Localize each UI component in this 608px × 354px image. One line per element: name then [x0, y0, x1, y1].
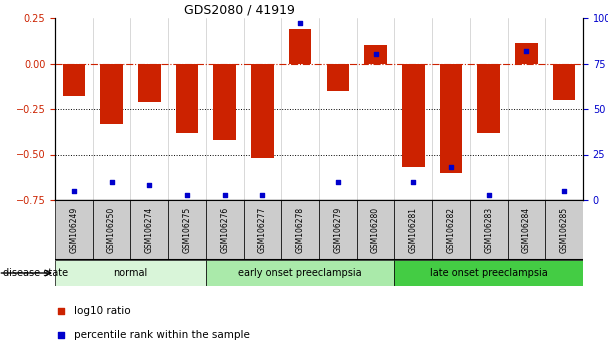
Text: GSM106284: GSM106284	[522, 207, 531, 253]
Text: GSM106285: GSM106285	[559, 207, 568, 253]
Bar	[357, 200, 395, 260]
Bar	[402, 63, 424, 167]
Bar	[282, 200, 319, 260]
Bar	[92, 200, 131, 260]
Text: GSM106275: GSM106275	[182, 207, 192, 253]
Point	[258, 192, 268, 198]
Bar	[364, 45, 387, 63]
Point	[371, 52, 381, 57]
Point	[333, 179, 343, 185]
Bar	[206, 200, 244, 260]
Text: late onset preeclampsia: late onset preeclampsia	[430, 268, 548, 278]
Bar	[213, 63, 236, 140]
Text: log10 ratio: log10 ratio	[74, 307, 131, 316]
Point	[107, 179, 117, 185]
Bar	[432, 200, 470, 260]
Point	[295, 21, 305, 26]
Bar	[138, 63, 161, 102]
Bar	[395, 200, 432, 260]
Bar	[131, 200, 168, 260]
Text: GSM106249: GSM106249	[69, 207, 78, 253]
Point	[522, 48, 531, 53]
Point	[220, 192, 230, 198]
Bar	[100, 63, 123, 124]
Bar	[168, 200, 206, 260]
Bar	[55, 260, 206, 286]
Bar	[440, 63, 462, 173]
Bar	[289, 29, 311, 63]
Bar	[508, 200, 545, 260]
Text: early onset preeclampsia: early onset preeclampsia	[238, 268, 362, 278]
Point	[446, 164, 456, 170]
Bar	[206, 260, 395, 286]
Bar	[319, 200, 357, 260]
Text: GSM106277: GSM106277	[258, 207, 267, 253]
Point	[484, 192, 494, 198]
Point	[69, 188, 78, 194]
Text: GSM106280: GSM106280	[371, 207, 380, 253]
Text: GSM106274: GSM106274	[145, 207, 154, 253]
Text: GSM106283: GSM106283	[484, 207, 493, 253]
Point	[145, 183, 154, 188]
Bar	[545, 200, 583, 260]
Bar	[515, 44, 537, 63]
Text: disease state: disease state	[3, 268, 68, 278]
Text: normal: normal	[113, 268, 148, 278]
Bar	[395, 260, 583, 286]
Bar	[251, 63, 274, 158]
Text: GSM106279: GSM106279	[333, 207, 342, 253]
Text: percentile rank within the sample: percentile rank within the sample	[74, 330, 250, 340]
Text: GSM106250: GSM106250	[107, 207, 116, 253]
Bar	[553, 63, 575, 100]
Bar	[244, 200, 282, 260]
Bar	[55, 200, 92, 260]
Text: GSM106282: GSM106282	[446, 207, 455, 253]
Bar	[477, 63, 500, 133]
Bar	[326, 63, 349, 91]
Text: GSM106278: GSM106278	[295, 207, 305, 253]
Point	[266, 185, 276, 191]
Text: GSM106281: GSM106281	[409, 207, 418, 253]
Point	[409, 179, 418, 185]
Bar	[63, 63, 85, 96]
Title: GDS2080 / 41919: GDS2080 / 41919	[184, 4, 295, 17]
Bar	[470, 200, 508, 260]
Point	[559, 188, 569, 194]
Text: GSM106276: GSM106276	[220, 207, 229, 253]
Bar	[176, 63, 198, 133]
Point	[182, 192, 192, 198]
